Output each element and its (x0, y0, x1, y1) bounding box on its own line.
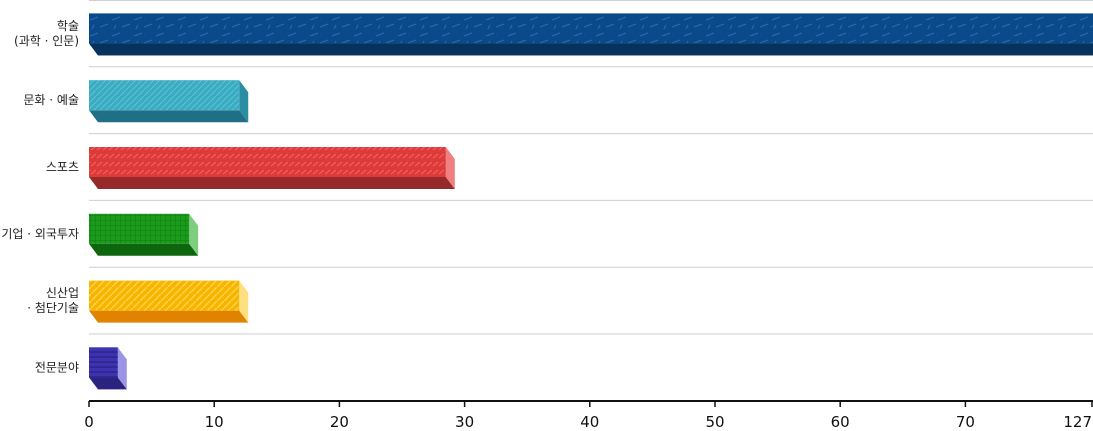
category-label: 기업 · 외국투자 (1, 227, 79, 241)
x-tick-label: 127 (1063, 413, 1092, 431)
bar (89, 280, 249, 323)
x-tick-label: 70 (956, 413, 975, 431)
x-tick-label: 20 (330, 413, 349, 431)
bar (89, 213, 199, 256)
x-tick-label: 0 (84, 413, 94, 431)
bar (89, 347, 127, 390)
x-tick-label: 50 (705, 413, 724, 431)
category-label: 학술 (과학 · 인문) (14, 19, 79, 48)
bar (89, 80, 249, 123)
category-label: 전문분야 (35, 360, 79, 374)
x-tick-label: 10 (205, 413, 224, 431)
bar (89, 13, 1093, 56)
x-tick-label: 30 (455, 413, 474, 431)
x-tick-label: 40 (580, 413, 599, 431)
bar (89, 147, 455, 189)
category-label: 스포츠 (46, 160, 79, 174)
category-label: 문화 · 예술 (23, 93, 79, 107)
category-label: 신산업 · 첨단기술 (27, 286, 79, 315)
x-tick-label: 60 (831, 413, 850, 431)
